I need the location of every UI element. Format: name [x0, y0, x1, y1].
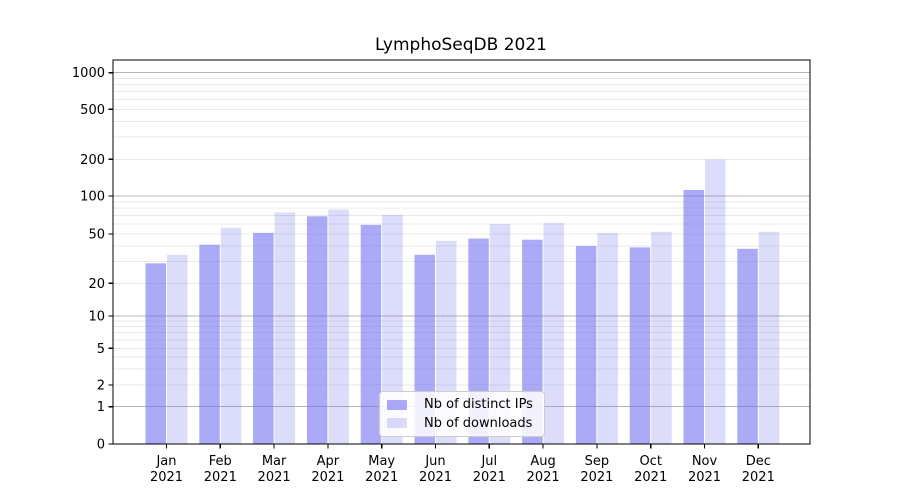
x-tick-label-month: Mar [262, 454, 287, 469]
x-tick-label-month: Nov [692, 454, 718, 469]
bar-downloads [705, 159, 726, 444]
x-tick-label-year: 2021 [204, 470, 237, 485]
x-tick-label-year: 2021 [419, 470, 452, 485]
bar-distinct-ips [145, 263, 166, 444]
x-tick-label-year: 2021 [580, 470, 613, 485]
x-tick-label-month: Oct [639, 454, 661, 469]
x-tick-label-month: Jun [424, 454, 445, 469]
bar-downloads [543, 223, 565, 444]
bar-distinct-ips [199, 244, 220, 444]
x-tick-label-month: Aug [530, 454, 555, 469]
y-tick-label: 200 [80, 153, 105, 168]
legend-label-downloads: Nb of downloads [424, 415, 533, 431]
x-tick-label-year: 2021 [365, 470, 398, 485]
bar-distinct-ips [683, 190, 704, 444]
x-tick-label-month: Dec [746, 454, 771, 469]
x-tick-label-month: Feb [209, 454, 232, 469]
bar-distinct-ips [575, 246, 597, 444]
bar-distinct-ips [306, 216, 328, 444]
x-tick-label-year: 2021 [688, 470, 721, 485]
x-tick-label-month: May [368, 454, 395, 469]
chart-title: LymphoSeqDB 2021 [375, 35, 547, 55]
y-tick-label: 5 [97, 342, 105, 357]
y-tick-label: 50 [88, 228, 105, 243]
bar-downloads [167, 254, 188, 444]
bar-downloads [220, 227, 242, 444]
y-tick-label: 0 [97, 438, 105, 453]
y-tick-label: 500 [80, 103, 105, 118]
y-tick-label: 1000 [72, 66, 105, 81]
y-tick-label: 100 [80, 190, 105, 205]
bar-distinct-ips [629, 247, 651, 444]
bar-downloads [651, 231, 672, 444]
x-tick-label-month: Sep [585, 454, 610, 469]
legend-row-downloads: Nb of downloads [387, 416, 536, 431]
x-tick-label-month: Jan [155, 454, 176, 469]
bar-distinct-ips [737, 248, 758, 444]
bar-downloads [274, 212, 296, 444]
x-tick-label-year: 2021 [473, 470, 506, 485]
bar-downloads [382, 214, 403, 444]
y-tick-label: 1 [97, 400, 105, 415]
y-tick-label: 10 [88, 310, 105, 325]
x-tick-label-year: 2021 [311, 470, 344, 485]
x-tick-label-year: 2021 [150, 470, 183, 485]
legend-label-distinct-ips: Nb of distinct IPs [424, 397, 533, 413]
bar-distinct-ips [360, 224, 382, 444]
x-tick-label-month: Jul [480, 454, 497, 469]
x-tick-label-year: 2021 [742, 470, 775, 485]
x-tick-label-year: 2021 [634, 470, 667, 485]
bar-downloads [597, 232, 618, 444]
bar-downloads [328, 209, 349, 444]
legend: Nb of distinct IPs Nb of downloads [379, 391, 545, 437]
y-tick-label: 2 [97, 379, 105, 394]
plot-border [112, 59, 811, 445]
legend-swatch-downloads [387, 418, 407, 429]
y-tick-label: 20 [88, 277, 105, 292]
bar-downloads [758, 231, 780, 444]
legend-row-distinct-ips: Nb of distinct IPs [387, 397, 536, 412]
legend-swatch-distinct-ips [387, 399, 407, 410]
bar-downloads [489, 224, 511, 444]
x-tick-label-month: Apr [317, 454, 340, 469]
x-tick-label-year: 2021 [258, 470, 291, 485]
bar-distinct-ips [253, 232, 274, 444]
x-tick-label-year: 2021 [527, 470, 560, 485]
